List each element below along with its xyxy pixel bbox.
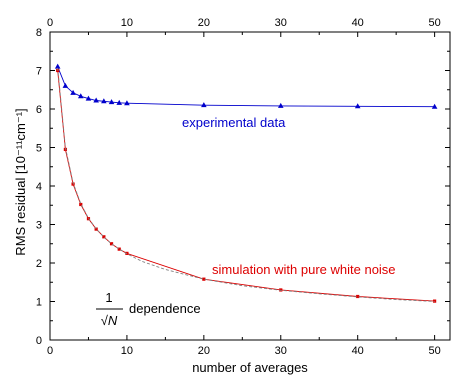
data-point-1 [109,242,114,246]
data-point-0 [201,102,207,108]
data-point-0 [124,100,130,106]
data-point-0 [431,103,438,109]
top-tick-label: 20 [198,17,210,29]
top-tick-label: 30 [275,17,287,29]
data-point-0 [85,95,92,101]
top-tick-label: 50 [428,17,440,29]
data-point-0 [54,63,61,69]
x-tick-label: 50 [428,345,440,357]
y-tick-label: 1 [36,297,42,309]
data-point-0 [108,99,115,105]
series-layer [54,63,438,303]
data-point-0 [70,89,76,95]
x-tick-label: 30 [275,345,287,357]
data-point-0 [93,97,99,103]
x-axis-title: number of averages [192,360,308,375]
data-point-0 [277,102,284,108]
y-tick-label: 3 [36,220,42,232]
simulation-label: simulation with pure white noise [212,262,396,277]
sqrt-n-formula: 1 √N dependence [96,290,201,328]
data-point-0 [77,93,84,99]
data-point-1 [202,277,206,281]
y-tick-label: 4 [36,181,42,193]
top-tick-label: 10 [121,17,133,29]
y-tick-label: 2 [36,258,42,270]
axes-layer: 0 10 20 30 40 50 0 10 20 30 40 50 0 1 2 3 4 5 6 7 8 [36,17,451,357]
data-point-1 [102,235,106,239]
x-tick-label: 20 [198,345,210,357]
y-tick-label: 8 [36,27,42,39]
data-point-0 [62,82,69,88]
series-line-0 [57,66,435,108]
data-point-1 [117,247,121,251]
experimental-data-label: experimental data [182,115,286,130]
top-tick-label: 0 [47,17,53,29]
y-tick-label: 0 [36,335,42,347]
y-tick-label: 7 [36,66,42,78]
y-tick-label: 6 [36,104,42,116]
data-point-1 [79,202,83,207]
data-point-1 [356,294,360,299]
data-point-0 [101,98,107,104]
data-point-0 [354,103,361,109]
formula-suffix: dependence [129,301,201,316]
data-point-1 [94,227,98,231]
y-axis-title: RMS residual [10⁻¹¹cm⁻¹] [13,108,28,255]
top-tick-label: 40 [352,17,364,29]
formula-denominator: √N [101,313,118,328]
x-tick-label: 10 [121,345,133,357]
series-line-2 [57,67,435,302]
x-tick-label: 40 [352,345,364,357]
y-tick-label: 5 [36,143,42,155]
data-point-0 [116,99,123,105]
x-tick-label: 0 [47,345,53,357]
formula-numerator: 1 [105,290,112,305]
